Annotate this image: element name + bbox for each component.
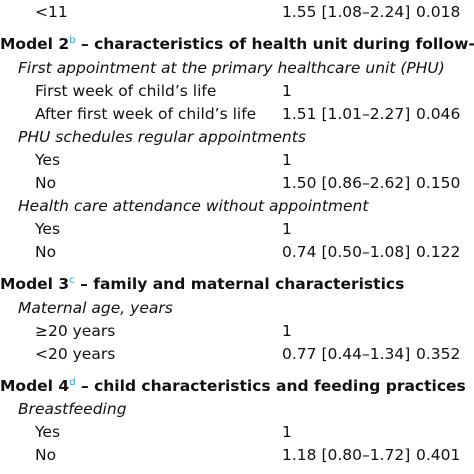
- footnote-marker: b: [69, 35, 76, 46]
- table-row: After first week of child’s life 1.51 [1.…: [0, 103, 474, 126]
- model-heading: Model 4d – child characteristics and fee…: [0, 375, 466, 398]
- model-title: – child characteristics and feeding prac…: [75, 377, 466, 395]
- variable-name: Breastfeeding: [18, 400, 127, 418]
- variable-name: PHU schedules regular appointments: [18, 128, 306, 146]
- category-label: No: [35, 446, 57, 464]
- table-row: <11 1.55 [1.08–2.24] 0.018: [0, 1, 474, 24]
- footnote-marker: c: [69, 275, 75, 286]
- table-row: Breastfeeding: [0, 398, 474, 421]
- category-label: <20 years: [35, 345, 116, 363]
- model-heading: Model 2b – characteristics of health uni…: [0, 33, 474, 56]
- odds-ratio: 0.74 [0.50–1.08]: [282, 243, 411, 261]
- category-label: Yes: [35, 220, 61, 238]
- table-row: Yes 1: [0, 218, 474, 241]
- table-row: No 1.18 [0.80–1.72] 0.401: [0, 444, 474, 467]
- model-name: Model 3: [0, 275, 70, 293]
- odds-ratio: 1.55 [1.08–2.24]: [282, 3, 411, 21]
- odds-ratio: 1: [282, 151, 292, 169]
- variable-name: Maternal age, years: [18, 299, 173, 317]
- category-label: After first week of child’s life: [35, 105, 257, 123]
- odds-ratio: 1.18 [0.80–1.72]: [282, 446, 411, 464]
- odds-ratio: 0.77 [0.44–1.34]: [282, 345, 411, 363]
- odds-ratio: 1.50 [0.86–2.62]: [282, 174, 411, 192]
- p-value: 0.018: [416, 3, 461, 21]
- odds-ratio: 1: [282, 322, 292, 340]
- p-value: 0.150: [416, 174, 461, 192]
- table-row: PHU schedules regular appointments: [0, 126, 474, 149]
- variable-name: First appointment at the primary healthc…: [18, 59, 445, 77]
- table-row: Health care attendance without appointme…: [0, 195, 474, 218]
- table-row: First appointment at the primary healthc…: [0, 57, 474, 80]
- model-name: Model 2: [0, 35, 70, 53]
- category-label: First week of child’s life: [35, 82, 217, 100]
- table-row: Maternal age, years: [0, 297, 474, 320]
- odds-ratio: 1.51 [1.01–2.27]: [282, 105, 411, 123]
- p-value: 0.352: [416, 345, 461, 363]
- table-row: Model 2b – characteristics of health uni…: [0, 33, 474, 56]
- category-label: No: [35, 174, 57, 192]
- table-row: Model 3c – family and maternal character…: [0, 273, 474, 296]
- p-value: 0.046: [416, 105, 461, 123]
- table-row: Model 4d – child characteristics and fee…: [0, 375, 474, 398]
- table-row: First week of child’s life 1: [0, 80, 474, 103]
- table-row: Yes 1: [0, 421, 474, 444]
- model-title: – family and maternal characteristics: [74, 275, 405, 293]
- table-row: Yes 1: [0, 149, 474, 172]
- table-row: <20 years 0.77 [0.44–1.34] 0.352: [0, 343, 474, 366]
- p-value: 0.401: [416, 446, 461, 464]
- footnote-marker: d: [69, 377, 76, 388]
- table-row: ≥20 years 1: [0, 320, 474, 343]
- table-row: No 1.50 [0.86–2.62] 0.150: [0, 172, 474, 195]
- odds-ratio: 1: [282, 220, 292, 238]
- model-heading: Model 3c – family and maternal character…: [0, 273, 404, 296]
- model-name: Model 4: [0, 377, 70, 395]
- table-row: No 0.74 [0.50–1.08] 0.122: [0, 241, 474, 264]
- odds-ratio: 1: [282, 82, 292, 100]
- category-label: Yes: [35, 151, 61, 169]
- variable-name: Health care attendance without appointme…: [18, 197, 369, 215]
- category-label: No: [35, 243, 57, 261]
- category-label: ≥20 years: [35, 322, 116, 340]
- category-label: <11: [35, 3, 68, 21]
- odds-ratio: 1: [282, 423, 292, 441]
- model-title: – characteristics of health unit during …: [75, 35, 474, 53]
- category-label: Yes: [35, 423, 61, 441]
- p-value: 0.122: [416, 243, 461, 261]
